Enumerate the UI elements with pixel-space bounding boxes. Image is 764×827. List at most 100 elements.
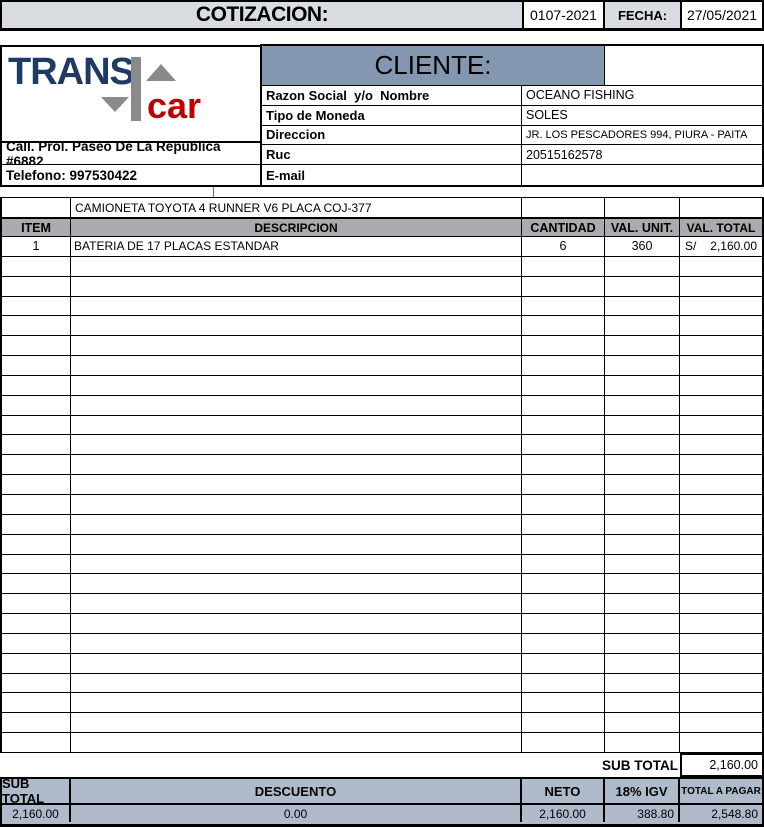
empty-cell[interactable] xyxy=(71,296,522,316)
empty-cell[interactable] xyxy=(522,356,605,375)
empty-cell[interactable] xyxy=(680,495,762,514)
ruc-value[interactable]: 20515162578 xyxy=(526,147,603,162)
empty-cell[interactable] xyxy=(522,554,605,574)
empty-cell[interactable] xyxy=(522,336,605,356)
empty-cell[interactable] xyxy=(522,395,605,415)
empty-cell[interactable] xyxy=(2,733,71,752)
empty-cell[interactable] xyxy=(680,316,762,335)
empty-cell[interactable] xyxy=(680,713,762,732)
empty-cell[interactable] xyxy=(522,673,605,693)
empty-cell[interactable] xyxy=(71,594,522,614)
footer-neto-value[interactable]: 2,160.00 xyxy=(522,805,605,822)
empty-cell[interactable] xyxy=(522,713,605,733)
empty-cell[interactable] xyxy=(522,733,605,752)
empty-cell[interactable] xyxy=(2,395,71,415)
empty-cell[interactable] xyxy=(680,376,762,395)
empty-cell[interactable] xyxy=(71,733,522,752)
empty-cell[interactable] xyxy=(605,375,680,395)
empty-cell[interactable] xyxy=(680,634,762,653)
empty-cell[interactable] xyxy=(605,256,680,276)
empty-cell[interactable] xyxy=(605,494,680,514)
footer-total-a-pagar-value[interactable]: 2,548.80 xyxy=(711,806,758,821)
empty-cell[interactable] xyxy=(680,475,762,494)
empty-cell[interactable] xyxy=(605,356,680,375)
empty-cell[interactable] xyxy=(605,713,680,733)
empty-cell[interactable] xyxy=(605,415,680,435)
empty-cell[interactable] xyxy=(2,514,71,534)
empty-cell[interactable] xyxy=(522,534,605,554)
empty-cell[interactable] xyxy=(2,673,71,693)
vehicle-note[interactable]: CAMIONETA TOYOTA 4 RUNNER V6 PLACA COJ-3… xyxy=(71,198,522,217)
empty-cell[interactable] xyxy=(605,614,680,633)
footer-descuento-value[interactable]: 0.00 xyxy=(71,805,522,822)
empty-cell[interactable] xyxy=(71,475,522,494)
empty-cell[interactable] xyxy=(2,653,71,673)
empty-cell[interactable] xyxy=(680,733,762,752)
empty-cell[interactable] xyxy=(71,514,522,534)
empty-cell[interactable] xyxy=(605,633,680,653)
empty-cell[interactable] xyxy=(2,475,71,494)
empty-cell[interactable] xyxy=(522,296,605,316)
item-val-unit-cell[interactable]: 360 xyxy=(605,237,680,256)
empty-cell[interactable] xyxy=(522,435,605,455)
empty-cell[interactable] xyxy=(522,494,605,514)
empty-cell[interactable] xyxy=(71,713,522,733)
empty-cell[interactable] xyxy=(680,455,762,474)
empty-cell[interactable] xyxy=(71,693,522,713)
empty-cell[interactable] xyxy=(605,395,680,415)
empty-cell[interactable] xyxy=(2,336,71,356)
moneda-value[interactable]: SOLES xyxy=(526,108,568,123)
empty-cell[interactable] xyxy=(680,356,762,375)
vehicle-unit-cell[interactable] xyxy=(605,198,680,217)
empty-cell[interactable] xyxy=(680,555,762,574)
empty-cell[interactable] xyxy=(680,515,762,534)
razon-social-value[interactable]: OCEANO FISHING xyxy=(526,88,635,103)
direccion-value[interactable]: JR. LOS PESCADORES 994, PIURA - PAITA xyxy=(526,128,748,141)
empty-cell[interactable] xyxy=(522,316,605,336)
subtotal-value-cell[interactable]: 2,160.00 xyxy=(680,753,764,777)
empty-cell[interactable] xyxy=(71,673,522,693)
empty-cell[interactable] xyxy=(2,554,71,574)
empty-cell[interactable] xyxy=(71,415,522,435)
vehicle-item-cell[interactable] xyxy=(2,198,71,217)
empty-cell[interactable] xyxy=(680,277,762,296)
empty-cell[interactable] xyxy=(2,633,71,653)
empty-cell[interactable] xyxy=(605,336,680,356)
empty-cell[interactable] xyxy=(605,693,680,713)
empty-cell[interactable] xyxy=(605,296,680,316)
empty-cell[interactable] xyxy=(680,396,762,415)
empty-cell[interactable] xyxy=(2,713,71,733)
empty-cell[interactable] xyxy=(605,276,680,296)
item-number-cell[interactable]: 1 xyxy=(2,237,71,256)
empty-cell[interactable] xyxy=(522,415,605,435)
empty-cell[interactable] xyxy=(605,435,680,455)
empty-cell[interactable] xyxy=(680,594,762,613)
empty-cell[interactable] xyxy=(71,614,522,633)
empty-cell[interactable] xyxy=(605,534,680,554)
empty-cell[interactable] xyxy=(680,257,762,276)
empty-cell[interactable] xyxy=(2,534,71,554)
vehicle-total-cell[interactable] xyxy=(680,198,762,217)
email-value[interactable] xyxy=(522,165,762,185)
empty-cell[interactable] xyxy=(605,653,680,673)
empty-cell[interactable] xyxy=(71,336,522,356)
empty-cell[interactable] xyxy=(680,416,762,435)
empty-cell[interactable] xyxy=(522,276,605,296)
empty-cell[interactable] xyxy=(605,475,680,494)
empty-cell[interactable] xyxy=(2,435,71,455)
empty-cell[interactable] xyxy=(605,514,680,534)
empty-cell[interactable] xyxy=(2,276,71,296)
empty-cell[interactable] xyxy=(605,733,680,752)
empty-cell[interactable] xyxy=(522,455,605,475)
empty-cell[interactable] xyxy=(71,554,522,574)
empty-cell[interactable] xyxy=(71,494,522,514)
empty-cell[interactable] xyxy=(2,356,71,375)
empty-cell[interactable] xyxy=(2,415,71,435)
empty-cell[interactable] xyxy=(605,673,680,693)
empty-cell[interactable] xyxy=(2,574,71,594)
empty-cell[interactable] xyxy=(2,256,71,276)
empty-cell[interactable] xyxy=(522,256,605,276)
item-cantidad-cell[interactable]: 6 xyxy=(522,237,605,256)
empty-cell[interactable] xyxy=(71,316,522,336)
empty-cell[interactable] xyxy=(680,693,762,712)
